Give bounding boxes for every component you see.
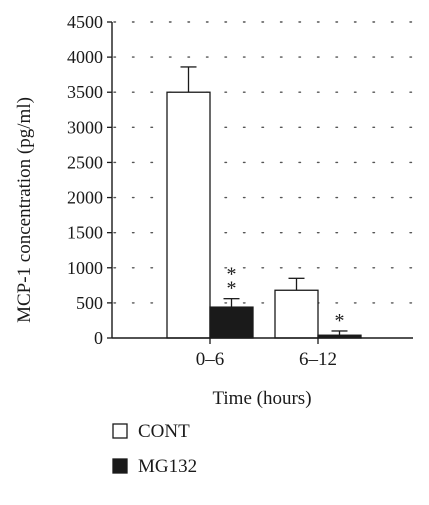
x-axis-label: Time (hours) <box>212 388 311 409</box>
bar <box>209 306 254 339</box>
axes <box>107 21 413 344</box>
significance-marker: * <box>227 264 237 286</box>
y-tick-label: 0 <box>94 328 103 348</box>
y-tick-label: 3000 <box>67 117 103 137</box>
y-tick-label: 500 <box>76 293 103 313</box>
bar <box>166 91 211 339</box>
x-tick-label: 0–6 <box>196 349 225 370</box>
legend-label: MG132 <box>138 456 197 477</box>
legend-label: CONT <box>138 421 190 442</box>
grid-lines <box>113 21 414 304</box>
significance-marker: * <box>335 310 345 332</box>
x-tick-label: 6–12 <box>299 349 337 370</box>
significance-marker: * <box>227 278 237 300</box>
y-tick-label: 1000 <box>67 258 103 278</box>
y-axis-label: MCP-1 concentration (pg/ml) <box>14 97 35 323</box>
tick-labels: 0 500 1000 1500 2000 2500 3000 3500 4000 4500 0–6 6… <box>67 12 337 370</box>
y-tick-label: 2500 <box>67 152 103 172</box>
y-tick-label: 4000 <box>67 47 103 67</box>
bars: *** <box>166 66 362 339</box>
legend-swatch <box>112 458 128 474</box>
y-tick-label: 3500 <box>67 82 103 102</box>
y-tick-label: 2000 <box>67 188 103 208</box>
y-tick-label: 1500 <box>67 223 103 243</box>
y-tick-label: 4500 <box>67 12 103 32</box>
legend-swatch <box>112 423 128 439</box>
legend: CONT MG132 <box>112 421 197 477</box>
bar <box>274 289 319 339</box>
